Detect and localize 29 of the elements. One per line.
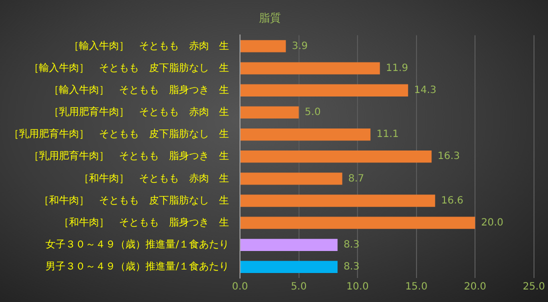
y-tick-label: ［乳用肥育牛肉］ そともも 皮下脂肪なし 生 <box>9 128 229 140</box>
data-label: 8.3 <box>344 239 360 250</box>
x-tick-label: 10.0 <box>346 282 369 293</box>
y-tick-label: ［和牛肉］ そともも 皮下脂肪なし 生 <box>39 194 229 206</box>
y-tick-label: 女子３０～４９（歳）推進量/１食あたり <box>46 238 229 250</box>
y-tick-label: ［輸入牛肉］ そともも 赤肉 生 <box>69 40 229 52</box>
y-tick-label: ［乳用肥育牛肉］ そともも 赤肉 生 <box>49 106 229 118</box>
x-tick-label: 0.0 <box>232 282 248 293</box>
data-label: 3.9 <box>292 40 308 52</box>
data-label: 5.0 <box>304 107 321 118</box>
x-tick-label: 5.0 <box>290 282 307 293</box>
data-label: 8.7 <box>348 173 364 184</box>
y-tick-label: ［和牛肉］ そともも 脂身つき 生 <box>59 216 229 228</box>
y-tick-label: ［和牛肉］ そともも 赤肉 生 <box>79 172 229 184</box>
x-tick-label: 15.0 <box>405 282 428 293</box>
data-label: 11.9 <box>386 62 408 74</box>
y-tick-label: ［乳用肥育牛肉］ そともも 脂身つき 生 <box>29 150 229 162</box>
chart-title: 脂質 <box>259 11 281 24</box>
data-label: 14.3 <box>414 84 436 96</box>
data-label: 20.0 <box>481 217 504 228</box>
data-label: 11.1 <box>376 129 399 140</box>
data-label: 16.3 <box>438 151 460 162</box>
data-label: 16.6 <box>441 195 464 206</box>
y-tick-label: ［輸入牛肉］ そともも 皮下脂肪なし 生 <box>29 62 229 74</box>
data-label: 8.3 <box>344 262 360 273</box>
x-tick-label: 25.0 <box>522 282 545 293</box>
x-tick-label: 20.0 <box>464 282 486 293</box>
y-tick-label: 男子３０～４９（歳）推進量/１食あたり <box>46 260 229 273</box>
y-tick-label: ［輸入牛肉］ そともも 脂身つき 生 <box>49 84 229 96</box>
